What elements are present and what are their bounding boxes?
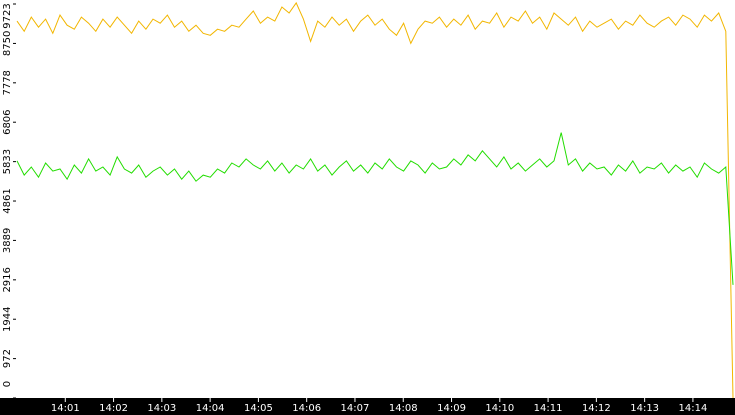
- x-tick-label: 14:02: [99, 403, 128, 414]
- y-tick-label: 8750: [2, 31, 13, 56]
- y-tick-label: 5833: [2, 149, 13, 174]
- y-tick-label: 0: [2, 381, 13, 387]
- x-tick-label: 14:05: [244, 403, 273, 414]
- x-tick-label: 14:10: [485, 403, 514, 414]
- x-tick-label: 14:13: [630, 403, 659, 414]
- y-tick-label: 1944: [2, 306, 13, 331]
- series-line: [16, 1, 734, 399]
- y-tick-label: 9723: [2, 3, 13, 28]
- x-tick-label: 14:12: [582, 403, 611, 414]
- x-tick-label: 14:14: [679, 403, 708, 414]
- y-tick-label: 7778: [2, 70, 13, 95]
- x-tick-label: 14:09: [437, 403, 466, 414]
- x-tick-label: 14:06: [292, 403, 321, 414]
- y-tick-label: 6806: [2, 109, 13, 134]
- y-tick-label: 3889: [2, 228, 13, 253]
- y-tick-label: 972: [2, 349, 13, 368]
- x-tick-label: 14:01: [51, 403, 80, 414]
- x-tick-label: 14:11: [534, 403, 563, 414]
- x-tick-label: 14:04: [196, 403, 225, 414]
- series-line: [16, 132, 734, 285]
- x-tick-label: 14:07: [341, 403, 370, 414]
- x-tick-label: 14:03: [147, 403, 176, 414]
- y-tick-label: 4861: [2, 188, 13, 213]
- y-tick-label: 2916: [2, 267, 13, 292]
- x-tick-label: 14:08: [389, 403, 418, 414]
- x-axis-band: [0, 398, 735, 415]
